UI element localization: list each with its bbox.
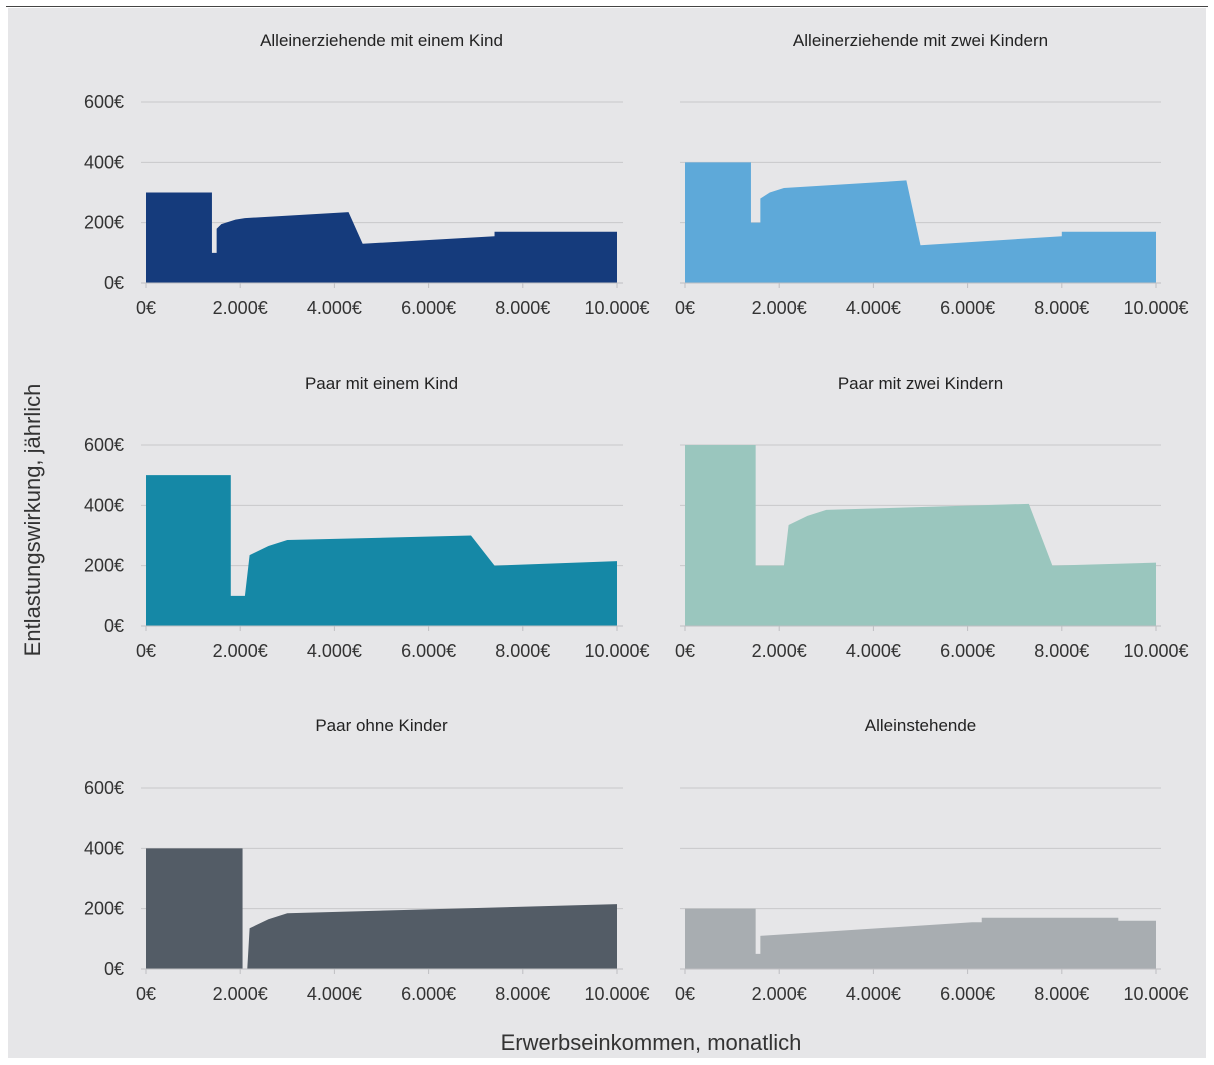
x-tick-label: 0€	[136, 984, 156, 1004]
x-tick-label: 4.000€	[307, 298, 362, 318]
x-tick-label: 8.000€	[1034, 984, 1089, 1004]
x-tick-label: 4.000€	[307, 641, 362, 661]
panel-title: Paar mit einem Kind	[305, 374, 458, 393]
x-tick-label: 6.000€	[940, 984, 995, 1004]
data-area	[146, 192, 617, 283]
x-tick-label: 10.000€	[1123, 298, 1188, 318]
y-tick-label: 200€	[84, 213, 124, 233]
x-tick-label: 2.000€	[752, 984, 807, 1004]
data-area	[685, 445, 1156, 626]
x-tick-label: 0€	[675, 298, 695, 318]
x-tick-label: 2.000€	[752, 298, 807, 318]
y-tick-label: 0€	[104, 616, 124, 636]
data-area	[685, 908, 1156, 969]
x-tick-label: 10.000€	[1123, 984, 1188, 1004]
x-tick-label: 4.000€	[846, 984, 901, 1004]
y-tick-label: 0€	[104, 273, 124, 293]
x-axis-label: Erwerbseinkommen, monatlich	[501, 1030, 802, 1055]
panel-5: Paar ohne Kinder 0€ 2.000€ 4.000€ 6.000€ 8.00…	[84, 716, 650, 1004]
x-tick-label: 10.000€	[584, 298, 649, 318]
x-tick-label: 6.000€	[401, 298, 456, 318]
x-tick-label: 2.000€	[213, 298, 268, 318]
x-tick-label: 8.000€	[495, 984, 550, 1004]
x-tick-label: 10.000€	[584, 984, 649, 1004]
x-tick-label: 6.000€	[940, 641, 995, 661]
panel-title: Alleinstehende	[865, 716, 977, 735]
x-tick-label: 8.000€	[1034, 641, 1089, 661]
panel-6: Alleinstehende 0€ 2.000€ 4.000€ 6.000€ 8.000€…	[675, 716, 1189, 1004]
x-tick-label: 0€	[136, 298, 156, 318]
panel-title: Alleinerziehende mit zwei Kindern	[793, 31, 1048, 50]
x-tick-label: 6.000€	[401, 641, 456, 661]
y-tick-label: 200€	[84, 899, 124, 919]
y-tick-label: 600€	[84, 435, 124, 455]
top-rule	[6, 6, 1208, 7]
x-tick-label: 0€	[136, 641, 156, 661]
panel-1: Alleinerziehende mit einem Kind 0€ 2.000€ 4…	[84, 31, 650, 318]
y-tick-label: 200€	[84, 556, 124, 576]
x-tick-label: 4.000€	[307, 984, 362, 1004]
x-tick-label: 10.000€	[584, 641, 649, 661]
data-area	[146, 475, 617, 626]
x-tick-label: 8.000€	[1034, 298, 1089, 318]
panel-title: Paar mit zwei Kindern	[838, 374, 1003, 393]
y-tick-label: 400€	[84, 495, 124, 515]
y-tick-label: 400€	[84, 838, 124, 858]
data-area	[146, 848, 617, 969]
x-tick-label: 6.000€	[940, 298, 995, 318]
x-tick-label: 0€	[675, 641, 695, 661]
x-tick-label: 6.000€	[401, 984, 456, 1004]
panel-3: Paar mit einem Kind 0€ 2.000€ 4.000€ 6.000€ 8…	[84, 374, 650, 661]
x-tick-label: 8.000€	[495, 298, 550, 318]
y-axis-label: Entlastungswirkung, jährlich	[20, 384, 45, 657]
x-tick-label: 8.000€	[495, 641, 550, 661]
panel-title: Alleinerziehende mit einem Kind	[260, 31, 503, 50]
x-tick-label: 0€	[675, 984, 695, 1004]
x-tick-label: 2.000€	[752, 641, 807, 661]
x-tick-label: 4.000€	[846, 298, 901, 318]
y-tick-label: 0€	[104, 959, 124, 979]
data-area	[685, 162, 1156, 283]
x-tick-label: 10.000€	[1123, 641, 1188, 661]
x-tick-label: 4.000€	[846, 641, 901, 661]
panel-title: Paar ohne Kinder	[315, 716, 448, 735]
x-tick-label: 2.000€	[213, 984, 268, 1004]
panel-4: Paar mit zwei Kindern 0€ 2.000€ 4.000€ 6.000…	[675, 374, 1189, 661]
y-tick-label: 600€	[84, 778, 124, 798]
y-tick-label: 600€	[84, 92, 124, 112]
panel-2: Alleinerziehende mit zwei Kindern 0€ 2.000…	[675, 31, 1189, 318]
x-tick-label: 2.000€	[213, 641, 268, 661]
y-tick-label: 400€	[84, 152, 124, 172]
